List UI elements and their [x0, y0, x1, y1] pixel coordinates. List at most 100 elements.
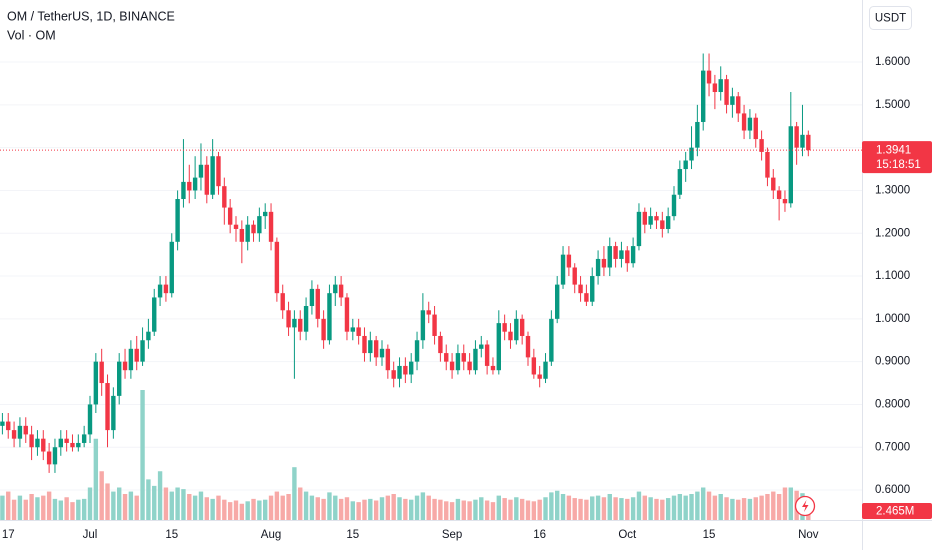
volume-bar: [263, 499, 268, 520]
volume-bar: [11, 499, 17, 520]
candle-body: [41, 438, 46, 452]
volume-bar: [379, 497, 385, 520]
volume-bar: [52, 498, 58, 520]
candle-body: [794, 126, 799, 148]
candle-body: [181, 181, 186, 200]
volume-bar: [192, 495, 198, 520]
candle-body: [449, 361, 455, 371]
candle-body: [245, 224, 250, 242]
candle-body: [531, 357, 537, 375]
candle-body: [0, 421, 5, 426]
volume-bar: [117, 487, 122, 520]
x-tick-label: 15: [346, 529, 359, 541]
price-label: 1.3941: [876, 145, 911, 157]
volume-bar: [426, 495, 431, 520]
currency-label[interactable]: USDT: [875, 13, 906, 25]
candle-body: [800, 134, 805, 148]
y-tick-label: 1.2000: [875, 227, 910, 239]
volume-bar: [397, 497, 402, 520]
volume-bar: [625, 498, 630, 520]
volume-bar: [274, 491, 280, 520]
volume-bar: [636, 491, 642, 520]
icon-bolt[interactable]: [802, 500, 809, 512]
volume-bar: [99, 471, 104, 520]
candle-body: [601, 258, 607, 268]
volume-bar: [29, 494, 34, 520]
volume-bar: [549, 492, 554, 520]
volume-bar: [484, 500, 490, 520]
candle-body: [140, 340, 145, 362]
y-tick-label: 1.3000: [875, 184, 910, 196]
candle-body: [333, 284, 338, 294]
volume-bar: [140, 390, 145, 520]
volume-bar: [741, 498, 747, 520]
volume-bar: [303, 491, 309, 520]
volume-bar: [771, 491, 776, 520]
volume-bar: [461, 500, 466, 520]
candle-body: [303, 306, 309, 332]
candle-body: [525, 335, 531, 358]
volume-bar: [730, 498, 735, 520]
volume-bar: [286, 494, 291, 520]
candle-body: [46, 451, 52, 465]
volume-bar: [362, 499, 367, 520]
candle-body: [338, 284, 344, 298]
volume-bar: [689, 494, 694, 520]
candle-body: [555, 284, 560, 319]
volume-bar: [403, 498, 408, 520]
candle-body: [192, 177, 198, 191]
candle-body: [122, 361, 128, 371]
candles: [0, 53, 862, 473]
volume-bar: [765, 494, 770, 520]
volume-bar: [309, 495, 315, 520]
volume-bar: [227, 502, 233, 520]
candle-body: [81, 434, 87, 443]
candle-body: [566, 254, 572, 268]
candle-body: [765, 151, 770, 178]
volume-bar: [601, 497, 607, 520]
candle-body: [350, 327, 355, 332]
volume-bar: [648, 497, 653, 520]
candle-body: [590, 276, 595, 302]
candle-body: [479, 344, 484, 349]
candle-body: [607, 246, 612, 268]
candle-body: [368, 340, 373, 354]
volume-bar: [683, 495, 688, 520]
volume-bar: [70, 502, 75, 520]
candle-body: [344, 297, 350, 332]
volume-bar: [268, 495, 274, 520]
currency-button[interactable]: [869, 6, 912, 30]
candle-body: [321, 318, 326, 341]
candle-body: [771, 177, 776, 191]
candle-body: [683, 160, 688, 170]
volume-bar: [368, 498, 373, 520]
volume-bar: [630, 497, 636, 520]
y-tick-label: 1.6000: [875, 56, 910, 68]
volume-bar: [64, 497, 69, 520]
volume-bar: [157, 471, 163, 520]
candle-body: [543, 361, 548, 379]
replay-icon[interactable]: [794, 495, 816, 517]
candle-body: [146, 331, 151, 341]
candle-body: [537, 374, 542, 379]
candle-body: [642, 211, 647, 225]
candle-body: [455, 353, 461, 371]
x-tick-label: 17: [2, 529, 15, 541]
volume-bar: [420, 492, 426, 520]
candle-body: [70, 442, 75, 448]
candle-body: [706, 70, 712, 84]
volume-bar: [23, 499, 28, 520]
volume-bar: [432, 498, 437, 520]
candle-body: [274, 241, 280, 294]
candle-body: [362, 335, 367, 354]
volume-bar: [613, 497, 618, 520]
candle-body: [490, 365, 496, 371]
candle-body: [227, 207, 233, 225]
candle-body: [747, 117, 753, 131]
candle-body: [379, 348, 385, 358]
volume-bar: [671, 495, 677, 520]
candle-body: [157, 284, 163, 298]
volume-label: 2.465M: [876, 506, 914, 518]
volume-bar: [479, 497, 484, 520]
